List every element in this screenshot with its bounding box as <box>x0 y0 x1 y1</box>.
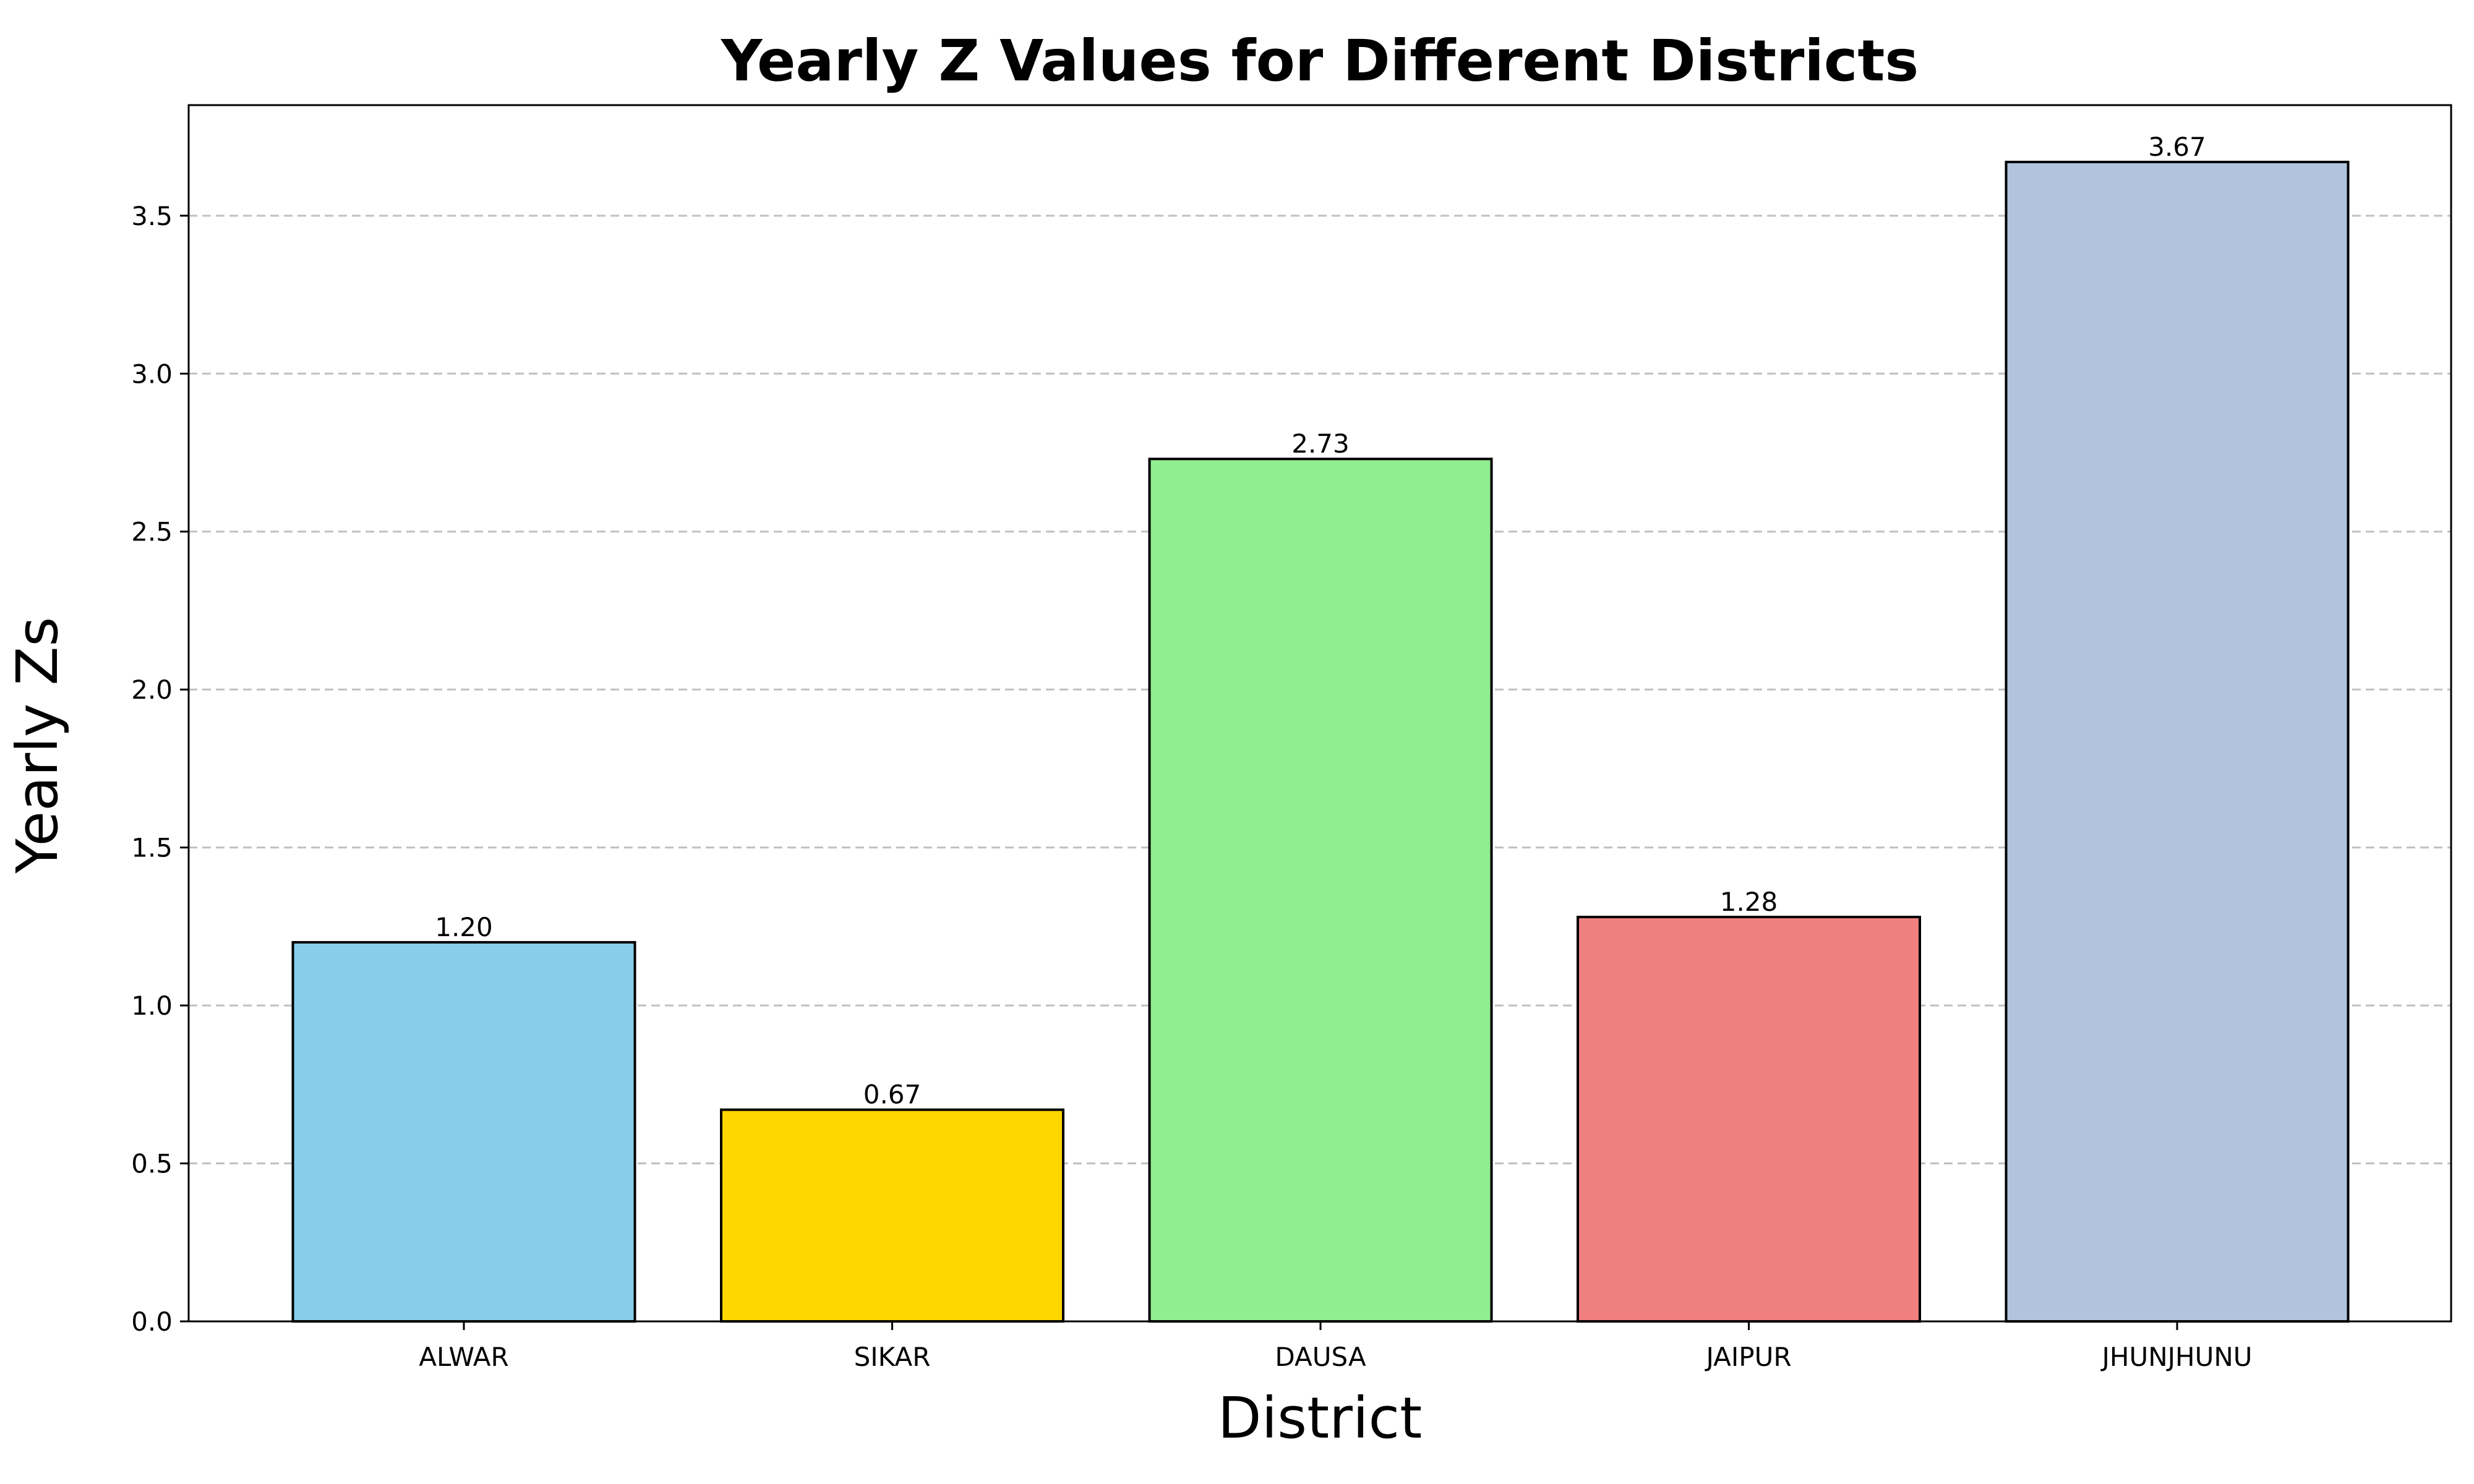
x-tick-label-dausa: DAUSA <box>1275 1342 1366 1372</box>
value-label-jhunjhunu: 3.67 <box>2148 132 2206 162</box>
x-tick-label-jhunjhunu: JHUNJHUNU <box>2100 1342 2253 1372</box>
bar-sikar <box>720 1108 1064 1323</box>
y-axis-label: Yearly Zs <box>4 617 71 874</box>
y-tick-label: 1.5 <box>131 833 173 863</box>
y-tick-label: 3.0 <box>131 359 173 389</box>
x-tick-label-alwar: ALWAR <box>419 1342 508 1372</box>
value-label-alwar: 1.20 <box>435 912 493 942</box>
bars-layer <box>291 160 2350 1323</box>
y-tick-label: 0.5 <box>131 1149 173 1179</box>
y-tick-label: 1.0 <box>131 991 173 1021</box>
value-label-sikar: 0.67 <box>863 1080 922 1110</box>
bar-jhunjhunu <box>2005 160 2350 1323</box>
value-labels-layer: 1.20 0.67 2.73 1.28 3.67 <box>435 132 2206 1110</box>
bar-jaipur <box>1577 916 1921 1323</box>
x-tick-label-jaipur: JAIPUR <box>1704 1342 1791 1372</box>
bar-alwar <box>291 940 636 1323</box>
y-tick-label: 2.5 <box>131 517 173 547</box>
y-tick-label: 2.0 <box>131 675 173 705</box>
x-tick-label-sikar: SIKAR <box>854 1342 931 1372</box>
chart-title: Yearly Z Values for Different Districts <box>721 28 1919 94</box>
x-axis-label: District <box>1218 1385 1422 1451</box>
value-label-jaipur: 1.28 <box>1720 887 1778 917</box>
bar-dausa <box>1148 458 1493 1323</box>
value-label-dausa: 2.73 <box>1291 429 1350 459</box>
y-tick-label: 0.0 <box>131 1307 173 1337</box>
ticks-layer: ALWAR SIKAR DAUSA JAIPUR JHUNJHUNU 0.0 0.5 1.0 1… <box>131 201 2252 1372</box>
y-tick-label: 3.5 <box>131 201 173 231</box>
